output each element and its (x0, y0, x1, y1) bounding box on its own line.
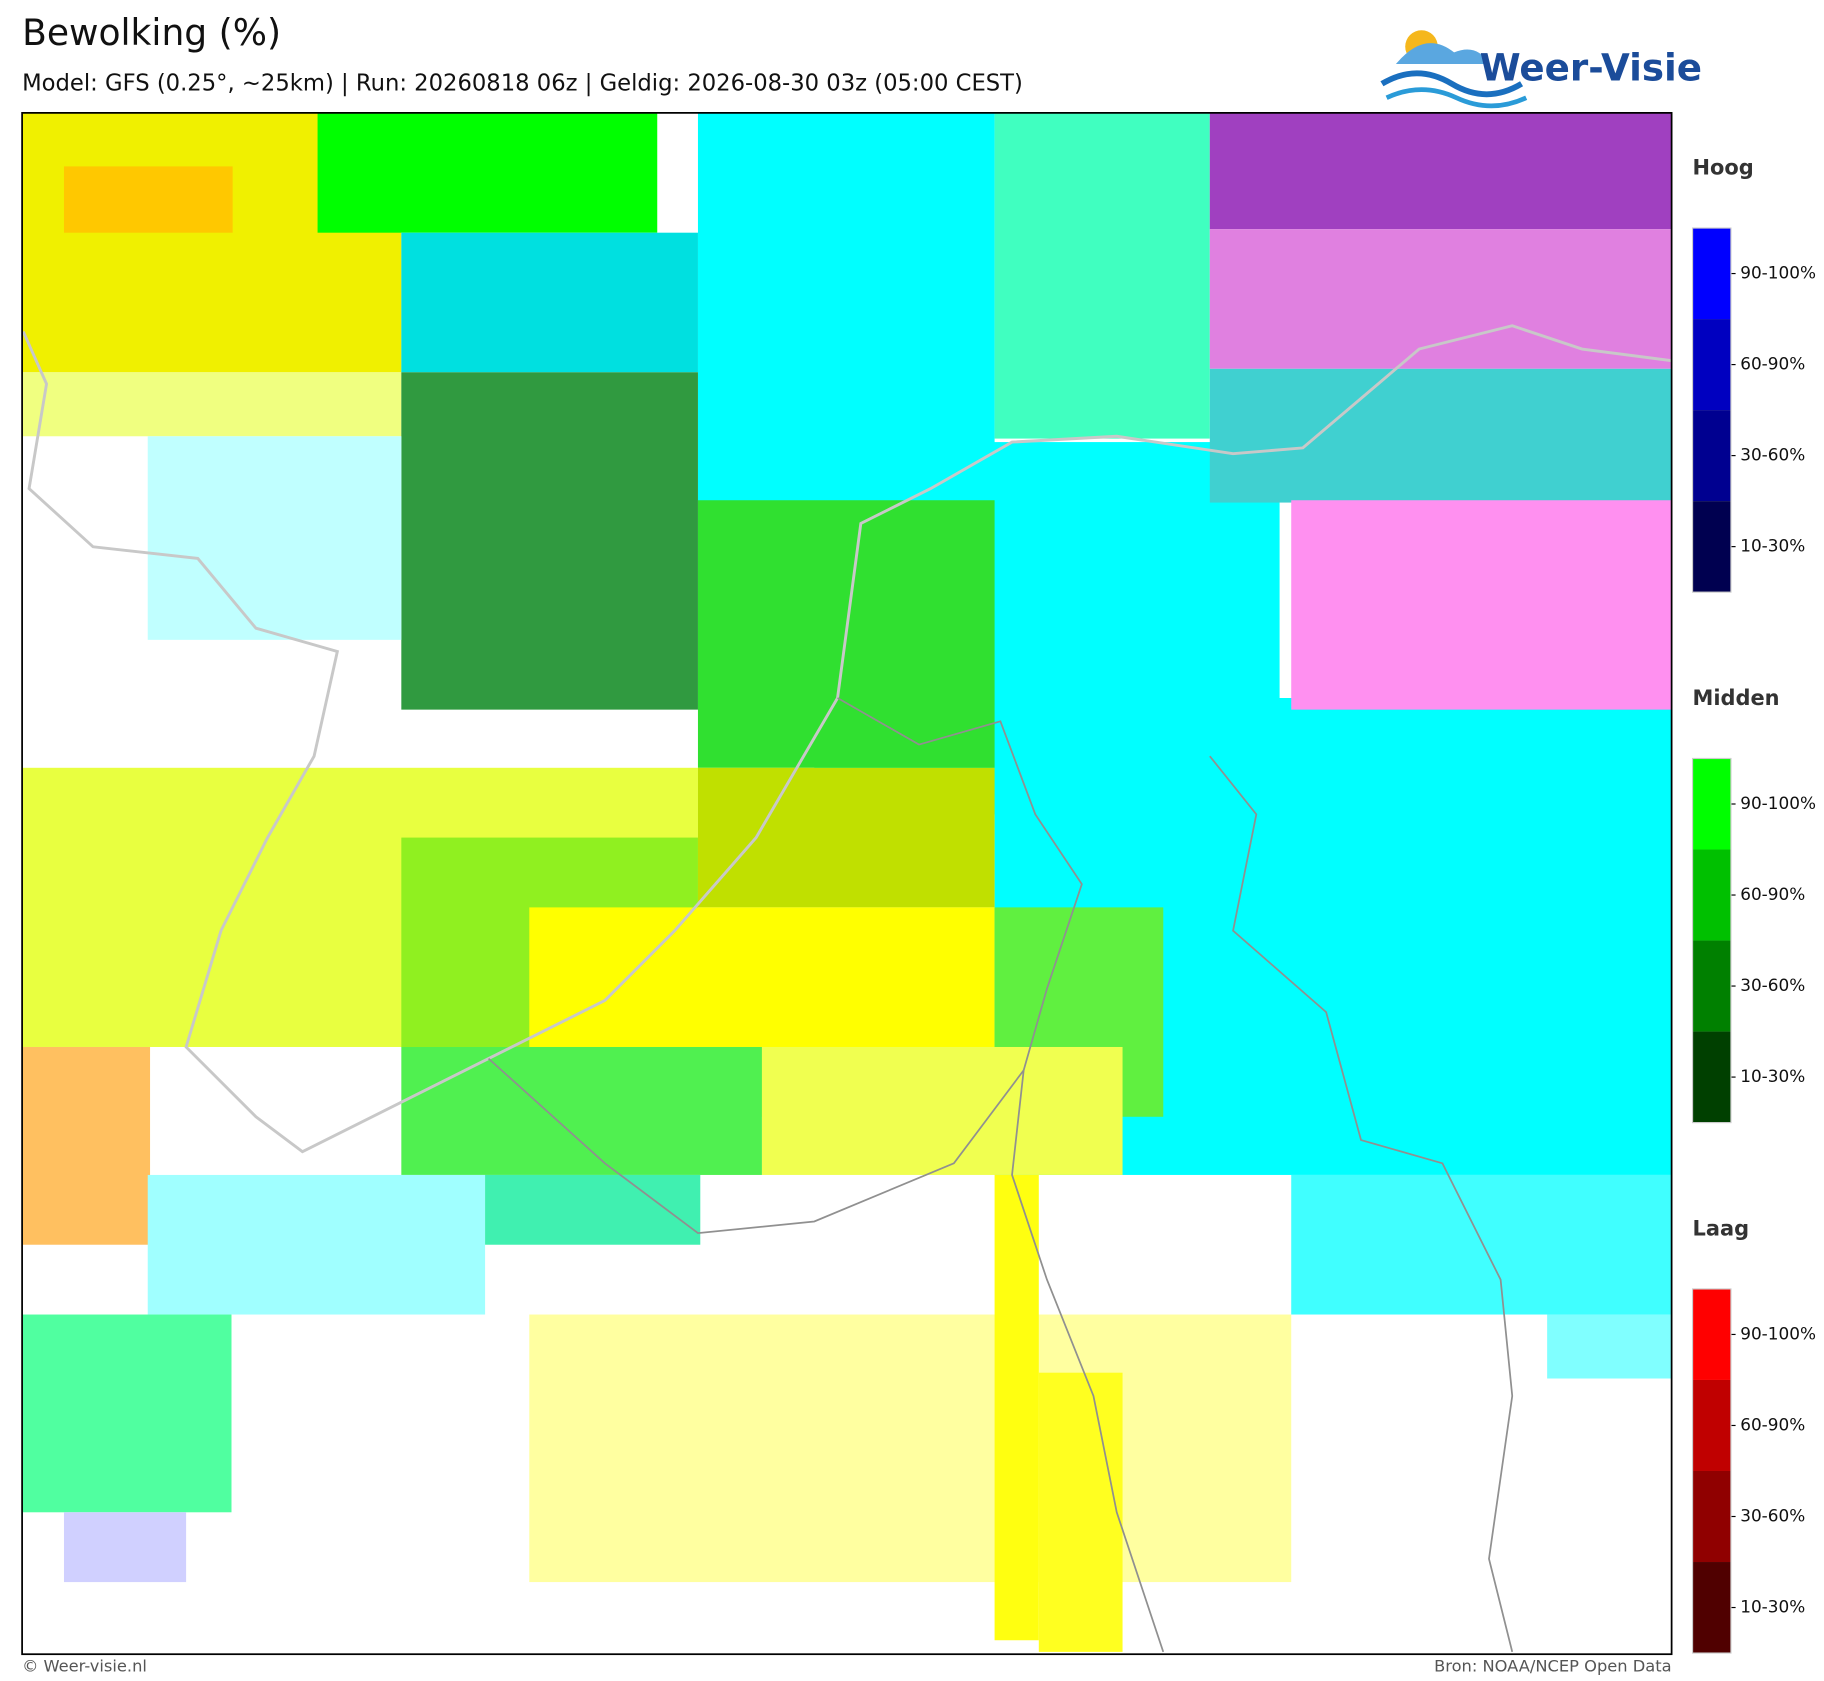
cloud-area (529, 1314, 1292, 1583)
cloud-area (317, 112, 658, 233)
legend-frame (1691, 757, 1732, 1124)
border (487, 1057, 1025, 1235)
logo-wave (1385, 87, 1528, 109)
legend-title: Midden (1693, 686, 1780, 710)
legend-swatch (1692, 1031, 1731, 1123)
legend-label: 90-100% (1740, 793, 1816, 813)
cloud-area (63, 166, 233, 233)
cloud-area (994, 1174, 1039, 1641)
legend-swatch (1692, 501, 1731, 593)
cloud-area (1291, 500, 1672, 710)
legend-label: 30-60% (1740, 1506, 1805, 1526)
legend-label: 60-90% (1740, 1414, 1805, 1434)
legend-swatch (1692, 1288, 1731, 1380)
cloud-area (22, 372, 402, 437)
legend-swatch (1692, 1562, 1731, 1654)
legend-label: 90-100% (1740, 263, 1816, 283)
cloud-area (485, 1174, 701, 1245)
legend-swatch (1692, 410, 1731, 502)
cloud-area (697, 767, 995, 908)
map-frame (21, 112, 1673, 1656)
map (22, 112, 1672, 1655)
legend-swatch (1692, 228, 1731, 320)
legend-label: 10-30% (1740, 1597, 1805, 1617)
legend-swatch (1692, 1379, 1731, 1471)
legend-title: Hoog (1693, 156, 1754, 180)
cloud-area (147, 436, 402, 640)
legend-label: 60-90% (1740, 354, 1805, 374)
title: Bewolking (%) (22, 12, 281, 54)
logo: Weer-Visie (1380, 30, 1702, 109)
cloud-area (401, 372, 698, 710)
cloud-area (22, 1046, 151, 1245)
legend-swatch (1692, 940, 1731, 1032)
cloud-area (147, 1174, 486, 1315)
legend-swatch (1692, 1470, 1731, 1563)
cloud-area (401, 232, 698, 373)
legend: Hoog 90-100% 60-90% 30-60% 10-30% Midden 90-10… (1691, 156, 1816, 1654)
cloud-area (401, 1046, 762, 1175)
legend-label: 90-100% (1740, 1323, 1816, 1343)
legend-label: 60-90% (1740, 884, 1805, 904)
cloud-area (63, 1512, 187, 1583)
logo-wave (1380, 70, 1524, 98)
legend-title: Laag (1693, 1217, 1750, 1241)
cloud-area (1209, 112, 1672, 230)
cloud-area (994, 112, 1210, 439)
cloud-area (1038, 1372, 1123, 1652)
cloud-area (1547, 1314, 1672, 1379)
cloud-area (22, 1314, 232, 1513)
border (1209, 755, 1514, 1653)
footer-right: Bron: NOAA/NCEP Open Data (1434, 1657, 1672, 1676)
legend-swatch (1692, 319, 1731, 411)
cloud-area (761, 1046, 1123, 1175)
legend-swatch (1692, 849, 1731, 941)
cloud-area (1209, 229, 1672, 369)
legend-label: 10-30% (1740, 536, 1805, 556)
subtitle: Model: GFS (0.25°, ~25km) | Run: 2026081… (22, 70, 1023, 96)
logo-cloud (1395, 43, 1489, 65)
coastline (22, 324, 1672, 1154)
legend-frame (1691, 1288, 1732, 1654)
cloud-area (1291, 1174, 1672, 1315)
legend-label: 10-30% (1740, 1066, 1805, 1086)
footer-left: © Weer-visie.nl (22, 1657, 147, 1676)
legend-label: 30-60% (1740, 975, 1805, 995)
legend-label: 30-60% (1740, 445, 1805, 465)
logo-text: Weer-Visie (1480, 45, 1702, 89)
legend-frame (1691, 227, 1732, 593)
legend-swatch (1692, 758, 1731, 850)
border (837, 697, 1165, 1653)
cloud-area (1209, 368, 1672, 503)
